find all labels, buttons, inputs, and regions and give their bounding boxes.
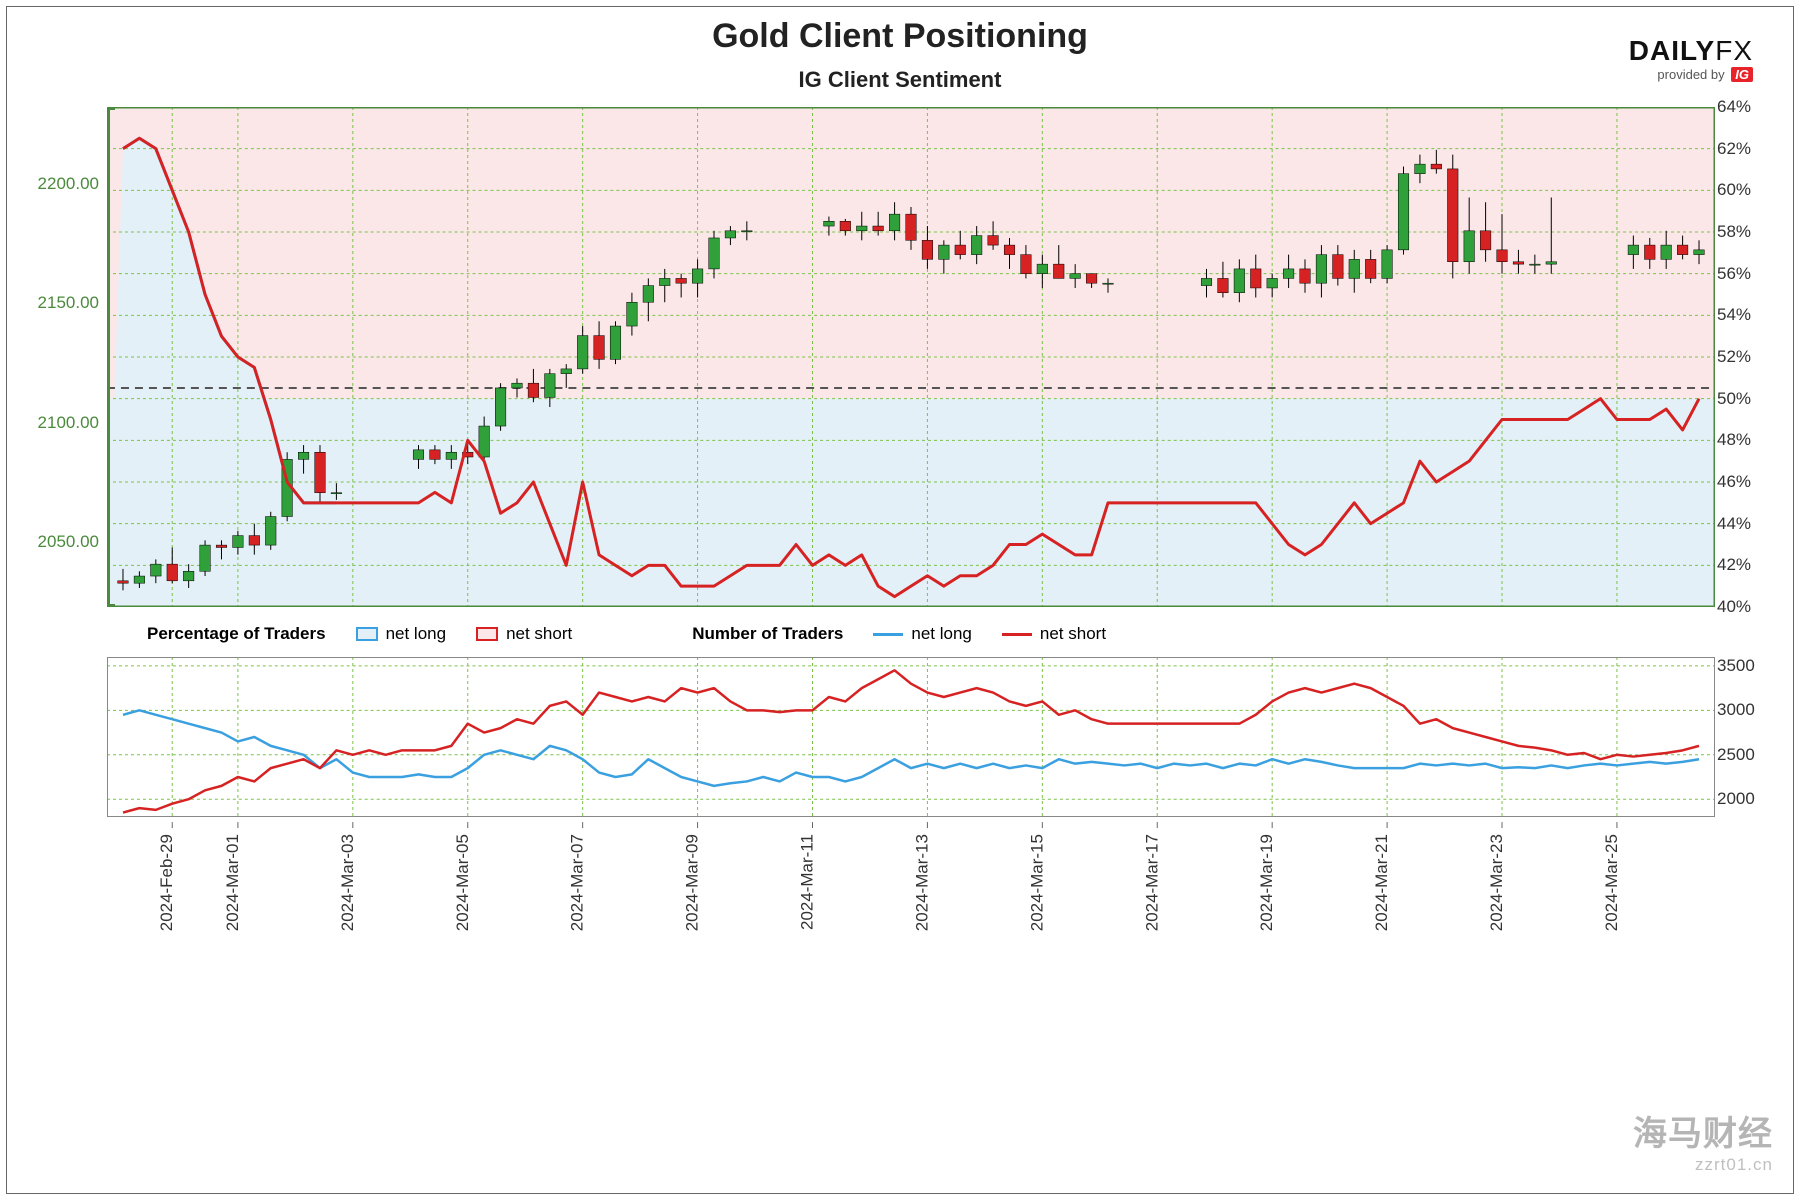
svg-text:2024-Mar-23: 2024-Mar-23 bbox=[1487, 834, 1506, 931]
watermark: 海马财经 zzrt01.cn bbox=[1633, 1106, 1773, 1175]
sub-chart bbox=[107, 657, 1715, 817]
svg-text:2024-Mar-19: 2024-Mar-19 bbox=[1257, 834, 1276, 931]
main-chart bbox=[107, 107, 1715, 607]
pct-tick: 42% bbox=[1717, 555, 1773, 575]
count-tick: 3500 bbox=[1717, 656, 1773, 676]
count-tick: 2000 bbox=[1717, 789, 1773, 809]
legend-num-label: Number of Traders bbox=[692, 624, 843, 644]
legend-num-long: net long bbox=[873, 624, 972, 644]
pct-tick: 62% bbox=[1717, 139, 1773, 159]
svg-text:2024-Mar-03: 2024-Mar-03 bbox=[338, 834, 357, 931]
svg-text:2024-Mar-25: 2024-Mar-25 bbox=[1602, 834, 1621, 931]
pct-tick: 44% bbox=[1717, 514, 1773, 534]
brand-logo: DAILYFX provided by IG bbox=[1629, 35, 1753, 82]
svg-text:2024-Mar-21: 2024-Mar-21 bbox=[1372, 834, 1391, 931]
pct-tick: 54% bbox=[1717, 305, 1773, 325]
svg-text:2024-Feb-29: 2024-Feb-29 bbox=[157, 834, 176, 931]
legend-pct-label: Percentage of Traders bbox=[147, 624, 326, 644]
svg-text:2024-Mar-11: 2024-Mar-11 bbox=[797, 834, 816, 930]
price-tick: 2050.00 bbox=[13, 532, 99, 552]
pct-tick: 40% bbox=[1717, 597, 1773, 617]
pct-tick: 56% bbox=[1717, 264, 1773, 284]
svg-text:2024-Mar-13: 2024-Mar-13 bbox=[912, 834, 931, 931]
svg-text:2024-Mar-01: 2024-Mar-01 bbox=[223, 834, 242, 931]
chart-subtitle: IG Client Sentiment bbox=[7, 67, 1793, 93]
x-axis: 2024-Feb-29 2024-Mar-01 2024-Mar-03 2024-Ma… bbox=[107, 822, 1715, 972]
svg-text:2024-Mar-15: 2024-Mar-15 bbox=[1027, 834, 1046, 931]
legend-pct-long: net long bbox=[356, 624, 447, 644]
count-tick: 2500 bbox=[1717, 745, 1773, 765]
price-tick: 2150.00 bbox=[13, 293, 99, 313]
legend-num-short: net short bbox=[1002, 624, 1106, 644]
price-tick: 2200.00 bbox=[13, 174, 99, 194]
pct-tick: 48% bbox=[1717, 430, 1773, 450]
chart-title: Gold Client Positioning bbox=[7, 17, 1793, 56]
pct-tick: 58% bbox=[1717, 222, 1773, 242]
pct-tick: 46% bbox=[1717, 472, 1773, 492]
count-tick: 3000 bbox=[1717, 700, 1773, 720]
svg-text:2024-Mar-07: 2024-Mar-07 bbox=[568, 834, 587, 931]
svg-text:2024-Mar-09: 2024-Mar-09 bbox=[683, 834, 702, 931]
legend: Percentage of Traders net long net short… bbox=[107, 619, 1715, 649]
price-tick: 2100.00 bbox=[13, 413, 99, 433]
pct-tick: 64% bbox=[1717, 97, 1773, 117]
legend-pct-short: net short bbox=[476, 624, 572, 644]
pct-tick: 50% bbox=[1717, 389, 1773, 409]
pct-tick: 60% bbox=[1717, 180, 1773, 200]
pct-tick: 52% bbox=[1717, 347, 1773, 367]
svg-text:2024-Mar-17: 2024-Mar-17 bbox=[1142, 834, 1161, 931]
svg-text:2024-Mar-05: 2024-Mar-05 bbox=[453, 834, 472, 931]
